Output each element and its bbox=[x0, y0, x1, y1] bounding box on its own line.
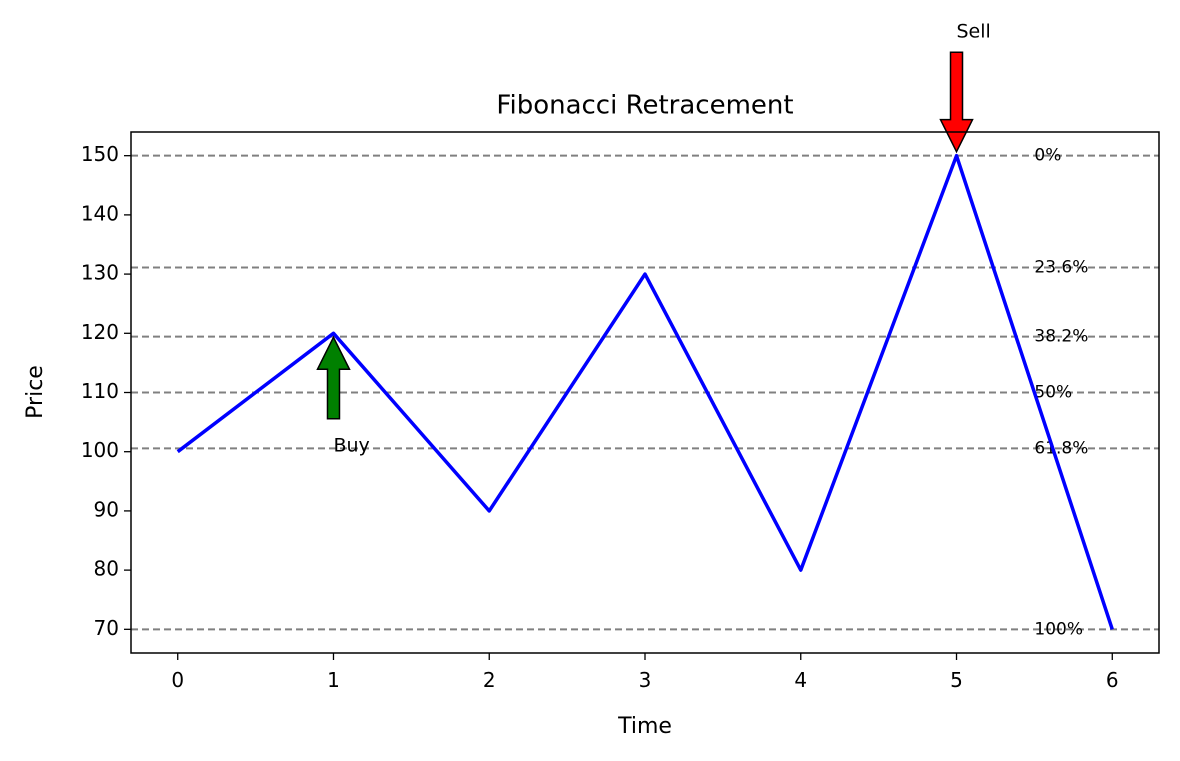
fib-level-label: 38.2% bbox=[1034, 327, 1088, 347]
x-tick-label: 3 bbox=[639, 668, 652, 692]
y-tick-label: 140 bbox=[81, 201, 119, 225]
fib-level-label: 23.6% bbox=[1034, 257, 1088, 277]
y-tick-label: 70 bbox=[94, 616, 119, 640]
y-tick-label: 120 bbox=[81, 320, 119, 344]
x-tick-label: 6 bbox=[1106, 668, 1119, 692]
fib-level-label: 0% bbox=[1034, 146, 1061, 166]
fib-level-label: 100% bbox=[1034, 619, 1083, 639]
y-tick-label: 150 bbox=[81, 142, 119, 166]
annotation-arrow bbox=[939, 51, 974, 154]
x-tick-label: 2 bbox=[483, 668, 496, 692]
price-line bbox=[176, 153, 1114, 630]
plot-frame bbox=[130, 131, 1160, 654]
annotation-label: Sell bbox=[957, 20, 991, 42]
x-tick-label: 5 bbox=[950, 668, 963, 692]
y-axis-label: Price bbox=[23, 365, 48, 419]
x-tick-label: 4 bbox=[794, 668, 807, 692]
y-tick-label: 110 bbox=[81, 379, 119, 403]
x-tick-label: 1 bbox=[327, 668, 340, 692]
chart-title: Fibonacci Retracement bbox=[496, 91, 793, 121]
x-tick-label: 0 bbox=[171, 668, 184, 692]
annotation-label: Buy bbox=[333, 435, 369, 457]
y-tick-label: 80 bbox=[94, 557, 119, 581]
x-axis-label: Time bbox=[617, 714, 672, 739]
fib-level-label: 61.8% bbox=[1034, 438, 1088, 458]
fib-level-label: 50% bbox=[1034, 383, 1072, 403]
annotation-arrow bbox=[316, 335, 351, 420]
y-tick-label: 90 bbox=[94, 497, 119, 521]
y-tick-label: 130 bbox=[81, 261, 119, 285]
y-tick-label: 100 bbox=[81, 438, 119, 462]
